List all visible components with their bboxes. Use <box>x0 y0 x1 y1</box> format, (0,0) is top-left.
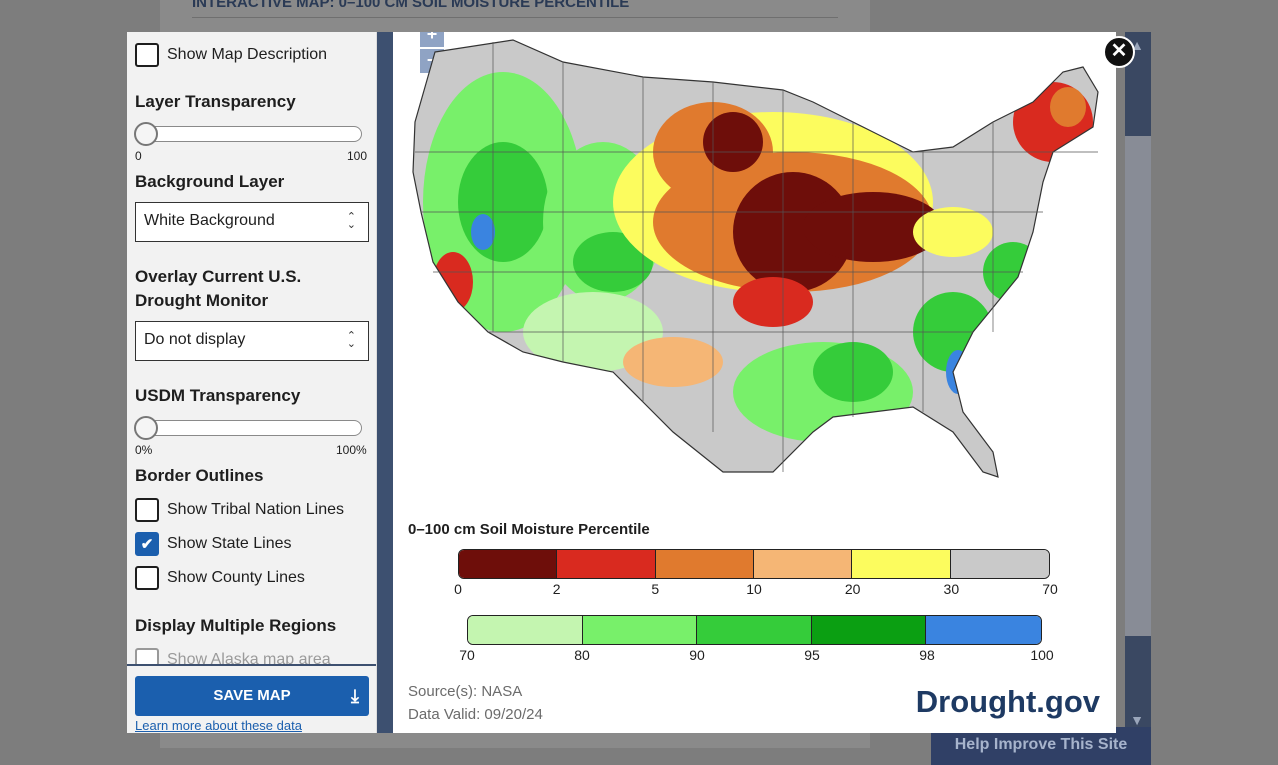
state-lines <box>415 42 1098 472</box>
data-valid-text: Data Valid: 09/20/24 <box>408 706 543 723</box>
map-controls-panel: Show Map Description Layer Transparency … <box>127 32 377 733</box>
legend-tick-label: 80 <box>574 647 590 663</box>
select-value: White Background <box>144 212 275 229</box>
checkbox-label: Show Alaska map area <box>167 651 331 668</box>
legend-swatch <box>852 550 951 578</box>
zoom-in-button[interactable]: + <box>420 32 444 47</box>
border-outlines-title: Border Outlines <box>135 466 264 485</box>
layer-transparency-title: Layer Transparency <box>135 92 296 111</box>
save-map-button[interactable]: SAVE MAP ⤓ <box>135 676 369 716</box>
legend-tick-label: 30 <box>943 581 960 597</box>
close-icon[interactable]: ✕ <box>1103 36 1135 68</box>
overlay-usdm-title: Overlay Current U.S. Drought Monitor <box>135 267 302 310</box>
chevron-down-icon[interactable]: ▼ <box>1130 712 1144 728</box>
legend-tick-label: 70 <box>459 647 475 663</box>
slider-handle[interactable] <box>134 122 158 146</box>
tribal-lines-toggle[interactable]: Show Tribal Nation Lines <box>135 498 344 522</box>
checkmark-icon[interactable]: ✔ <box>135 532 159 556</box>
select-arrows-icon: ⌃ ⌄ <box>346 330 356 350</box>
legend-swatch <box>753 550 853 578</box>
legend-swatch <box>468 616 583 644</box>
download-icon: ⤓ <box>351 686 359 706</box>
legend-tick-label: 98 <box>919 647 935 663</box>
background-layer-select[interactable]: White Background ⌃ ⌄ <box>135 202 369 242</box>
checkbox-label: Show Map Description <box>167 46 328 63</box>
legend-swatch <box>926 616 1041 644</box>
legend-tick-label: 5 <box>651 581 660 597</box>
legend-swatch <box>811 616 927 644</box>
legend-tick-label: 70 <box>1042 581 1058 597</box>
legend-tick-label: 90 <box>689 647 705 663</box>
checkbox[interactable] <box>135 566 159 590</box>
usdm-transparency-slider[interactable] <box>134 416 362 440</box>
legend-swatch <box>459 550 558 578</box>
checkbox-label: Show Tribal Nation Lines <box>167 501 344 518</box>
select-value: Do not display <box>144 331 246 348</box>
slider-min-label: 0 <box>135 149 142 163</box>
legend-swatch <box>697 616 812 644</box>
save-bar: SAVE MAP ⤓ Learn more about these data <box>127 664 376 733</box>
legend-tick-label: 95 <box>804 647 820 663</box>
source-text: Source(s): NASA <box>408 683 523 700</box>
overlay-usdm-select[interactable]: Do not display ⌃ ⌄ <box>135 321 369 361</box>
background-page-heading: INTERACTIVE MAP: 0–100 CM SOIL MOISTURE … <box>192 0 838 18</box>
select-arrows-icon: ⌃ ⌄ <box>346 211 356 231</box>
drought-gov-logo: Drought.gov <box>915 684 1100 719</box>
legend-title: 0–100 cm Soil Moisture Percentile <box>408 521 650 538</box>
slider-max-label: 100% <box>336 443 367 457</box>
checkbox[interactable] <box>135 498 159 522</box>
map-modal: Show Map Description Layer Transparency … <box>127 32 1116 733</box>
slider-handle[interactable] <box>134 416 158 440</box>
checkbox[interactable] <box>135 43 159 67</box>
usdm-transparency-title: USDM Transparency <box>135 386 301 405</box>
legend-tick-label: 100 <box>1030 647 1054 663</box>
slider-min-label: 0% <box>135 443 153 457</box>
dry-color-scale <box>458 549 1050 579</box>
help-improve-button[interactable]: Help Improve This Site <box>931 727 1151 765</box>
checkbox-label: Show County Lines <box>167 569 305 586</box>
map-area[interactable]: + − <box>393 32 1116 733</box>
wet-color-scale <box>467 615 1042 645</box>
multiple-regions-title: Display Multiple Regions <box>135 616 337 635</box>
slider-max-label: 100 <box>347 149 368 163</box>
layer-transparency-slider[interactable] <box>134 122 362 146</box>
save-map-label: SAVE MAP <box>213 687 291 704</box>
legend-tick-label: 10 <box>746 581 762 597</box>
checkbox-label: Show State Lines <box>167 535 292 552</box>
legend-swatch <box>655 550 754 578</box>
state-lines-toggle[interactable]: ✔ Show State Lines <box>135 532 292 556</box>
us-outline <box>412 39 1099 478</box>
legend-tick-label: 2 <box>552 581 561 597</box>
learn-more-link[interactable]: Learn more about these data <box>135 718 302 733</box>
legend-swatch <box>950 550 1049 578</box>
legend-swatch <box>557 550 656 578</box>
background-strip <box>1125 136 1151 636</box>
map-shading <box>413 40 1098 477</box>
panel-divider <box>377 32 393 733</box>
show-map-description-toggle[interactable]: Show Map Description <box>135 43 327 67</box>
legend-tick-label: 20 <box>844 581 861 597</box>
legend-swatch <box>582 616 698 644</box>
soil-moisture-map[interactable] <box>393 32 1116 502</box>
background-layer-title: Background Layer <box>135 172 285 191</box>
county-lines-toggle[interactable]: Show County Lines <box>135 566 305 590</box>
background-scroll-area <box>931 32 1151 765</box>
legend-tick-label: 0 <box>454 581 462 597</box>
background-strip <box>1125 636 1151 736</box>
